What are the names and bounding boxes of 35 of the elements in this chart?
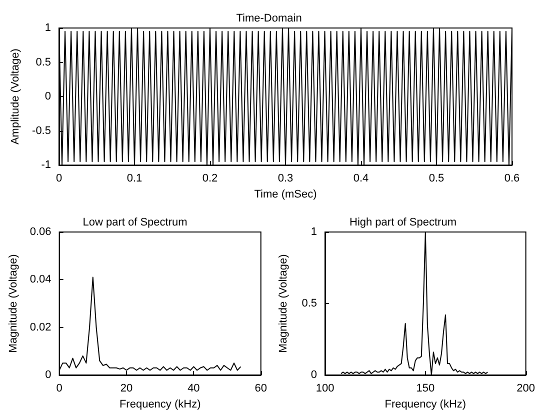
y-tick-label: 1 bbox=[310, 226, 317, 238]
x-axis-title: Frequency (kHz) bbox=[119, 398, 201, 410]
y-tick-label: 0.5 bbox=[302, 298, 317, 310]
y-tick-label: 0 bbox=[45, 369, 52, 381]
chart-title: Low part of Spectrum bbox=[82, 216, 188, 228]
x-tick-label: 60 bbox=[254, 382, 268, 394]
x-tick-label: 0.1 bbox=[126, 172, 142, 185]
x-tick-label: 0.2 bbox=[202, 172, 218, 185]
y-axis-title: Magnitude (Voltage) bbox=[8, 254, 20, 353]
x-tick-label: 0 bbox=[56, 382, 62, 394]
x-tick-label: 0.4 bbox=[353, 172, 369, 185]
y-tick-label: 0 bbox=[44, 90, 51, 103]
chart-title: High part of Spectrum bbox=[350, 216, 456, 228]
x-tick-label: 0.6 bbox=[504, 172, 520, 185]
chart-title: Time-Domain bbox=[236, 12, 302, 24]
x-axis-title: Frequency (kHz) bbox=[384, 398, 466, 410]
y-tick-label: -1 bbox=[41, 159, 51, 172]
x-axis-title: Time (mSec) bbox=[254, 188, 317, 200]
x-tick-label: 20 bbox=[120, 382, 133, 394]
y-tick-label: 1 bbox=[44, 22, 51, 34]
y-tick-label: 0 bbox=[310, 369, 317, 381]
x-tick-label: 0 bbox=[56, 172, 62, 185]
y-tick-label: -0.5 bbox=[32, 124, 51, 137]
x-tick-label: 100 bbox=[316, 382, 334, 394]
y-tick-label: 0.04 bbox=[30, 274, 52, 286]
y-axis-title: Amplitude (Voltage) bbox=[10, 48, 22, 145]
x-tick-label: 150 bbox=[416, 382, 435, 394]
y-tick-label: 0.02 bbox=[30, 321, 52, 334]
x-tick-label: 40 bbox=[188, 382, 200, 394]
y-tick-label: 0.5 bbox=[36, 56, 51, 68]
y-axis-title: Magnitude (Voltage) bbox=[278, 254, 290, 353]
x-tick-label: 200 bbox=[516, 382, 536, 394]
x-tick-label: 0.5 bbox=[428, 172, 444, 185]
y-tick-label: 0.06 bbox=[30, 226, 52, 238]
x-tick-label: 0.3 bbox=[278, 172, 294, 185]
